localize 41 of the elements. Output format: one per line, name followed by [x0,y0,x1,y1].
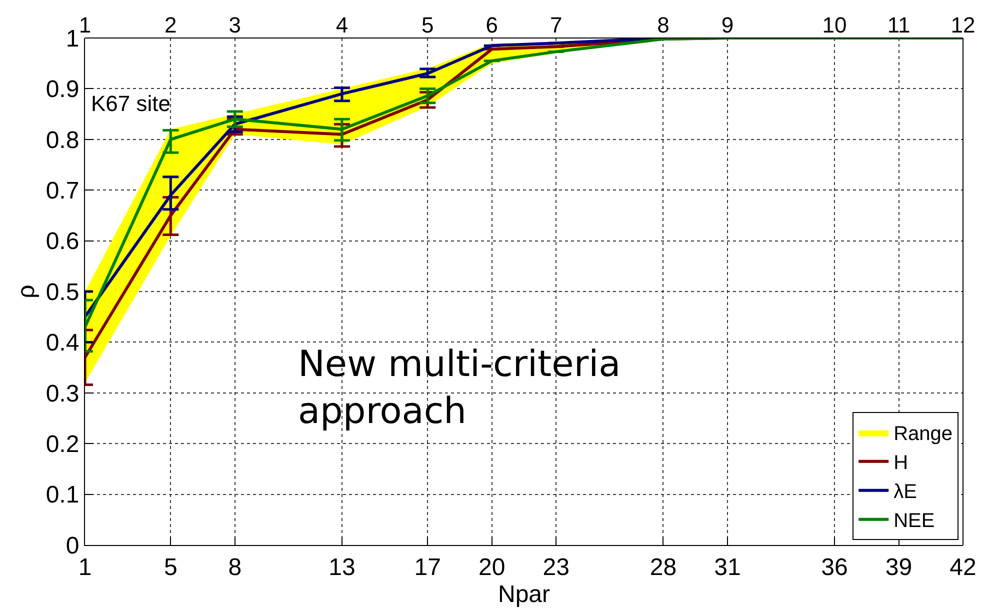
y-tick-label: 0 [66,532,80,560]
y-tick-label: 0.4 [46,330,80,357]
y-tick-label: 0.7 [46,178,80,204]
x-tick-label: 28 [650,554,677,581]
text: 8 [657,12,670,38]
text: 4 [336,12,348,38]
x-tick-label: 39 [885,554,912,581]
legend-label: H [894,452,908,474]
x-tick-label: 17 [414,554,441,581]
text: 2 [164,12,177,38]
y-tick-label: 0.5 [46,278,80,306]
y-axis-title: ρ [12,284,40,298]
x-tick-label: 31 [714,554,741,581]
y-tick-label: 0.3 [46,380,80,408]
y-tick-label: 0.2 [46,431,80,458]
x-tick-label: 42 [950,554,976,581]
x-tick-label: 13 [328,554,356,581]
y-tick-label: 0.8 [46,126,80,154]
text: 5 [422,12,434,38]
annotation: New multi-criteria approach [298,344,621,432]
y-tick-label: 0.9 [46,76,80,104]
x-tick-label: 36 [821,554,848,581]
x-tick-label: 5 [164,554,178,581]
y-tick-label: 1 [66,25,80,52]
text: 3 [228,12,242,38]
y-tick-label: 0.6 [46,228,80,256]
legend-label: Range [894,423,953,446]
text: 10 [822,12,847,38]
x-axis-title: Npar [498,580,550,608]
text: 11 [887,12,910,38]
y-tick-label: 0.1 [46,482,80,509]
text: 12 [950,12,976,38]
x-tick-label: 8 [228,554,242,581]
text: 6 [486,12,498,38]
annotation: K67 site [91,91,170,116]
legend-label: NEE [894,510,935,532]
text: 9 [721,12,734,38]
text: 7 [550,12,562,38]
x-tick-label: 20 [478,554,506,581]
legend-label: λE [894,481,917,504]
x-tick-label: 23 [542,554,570,581]
